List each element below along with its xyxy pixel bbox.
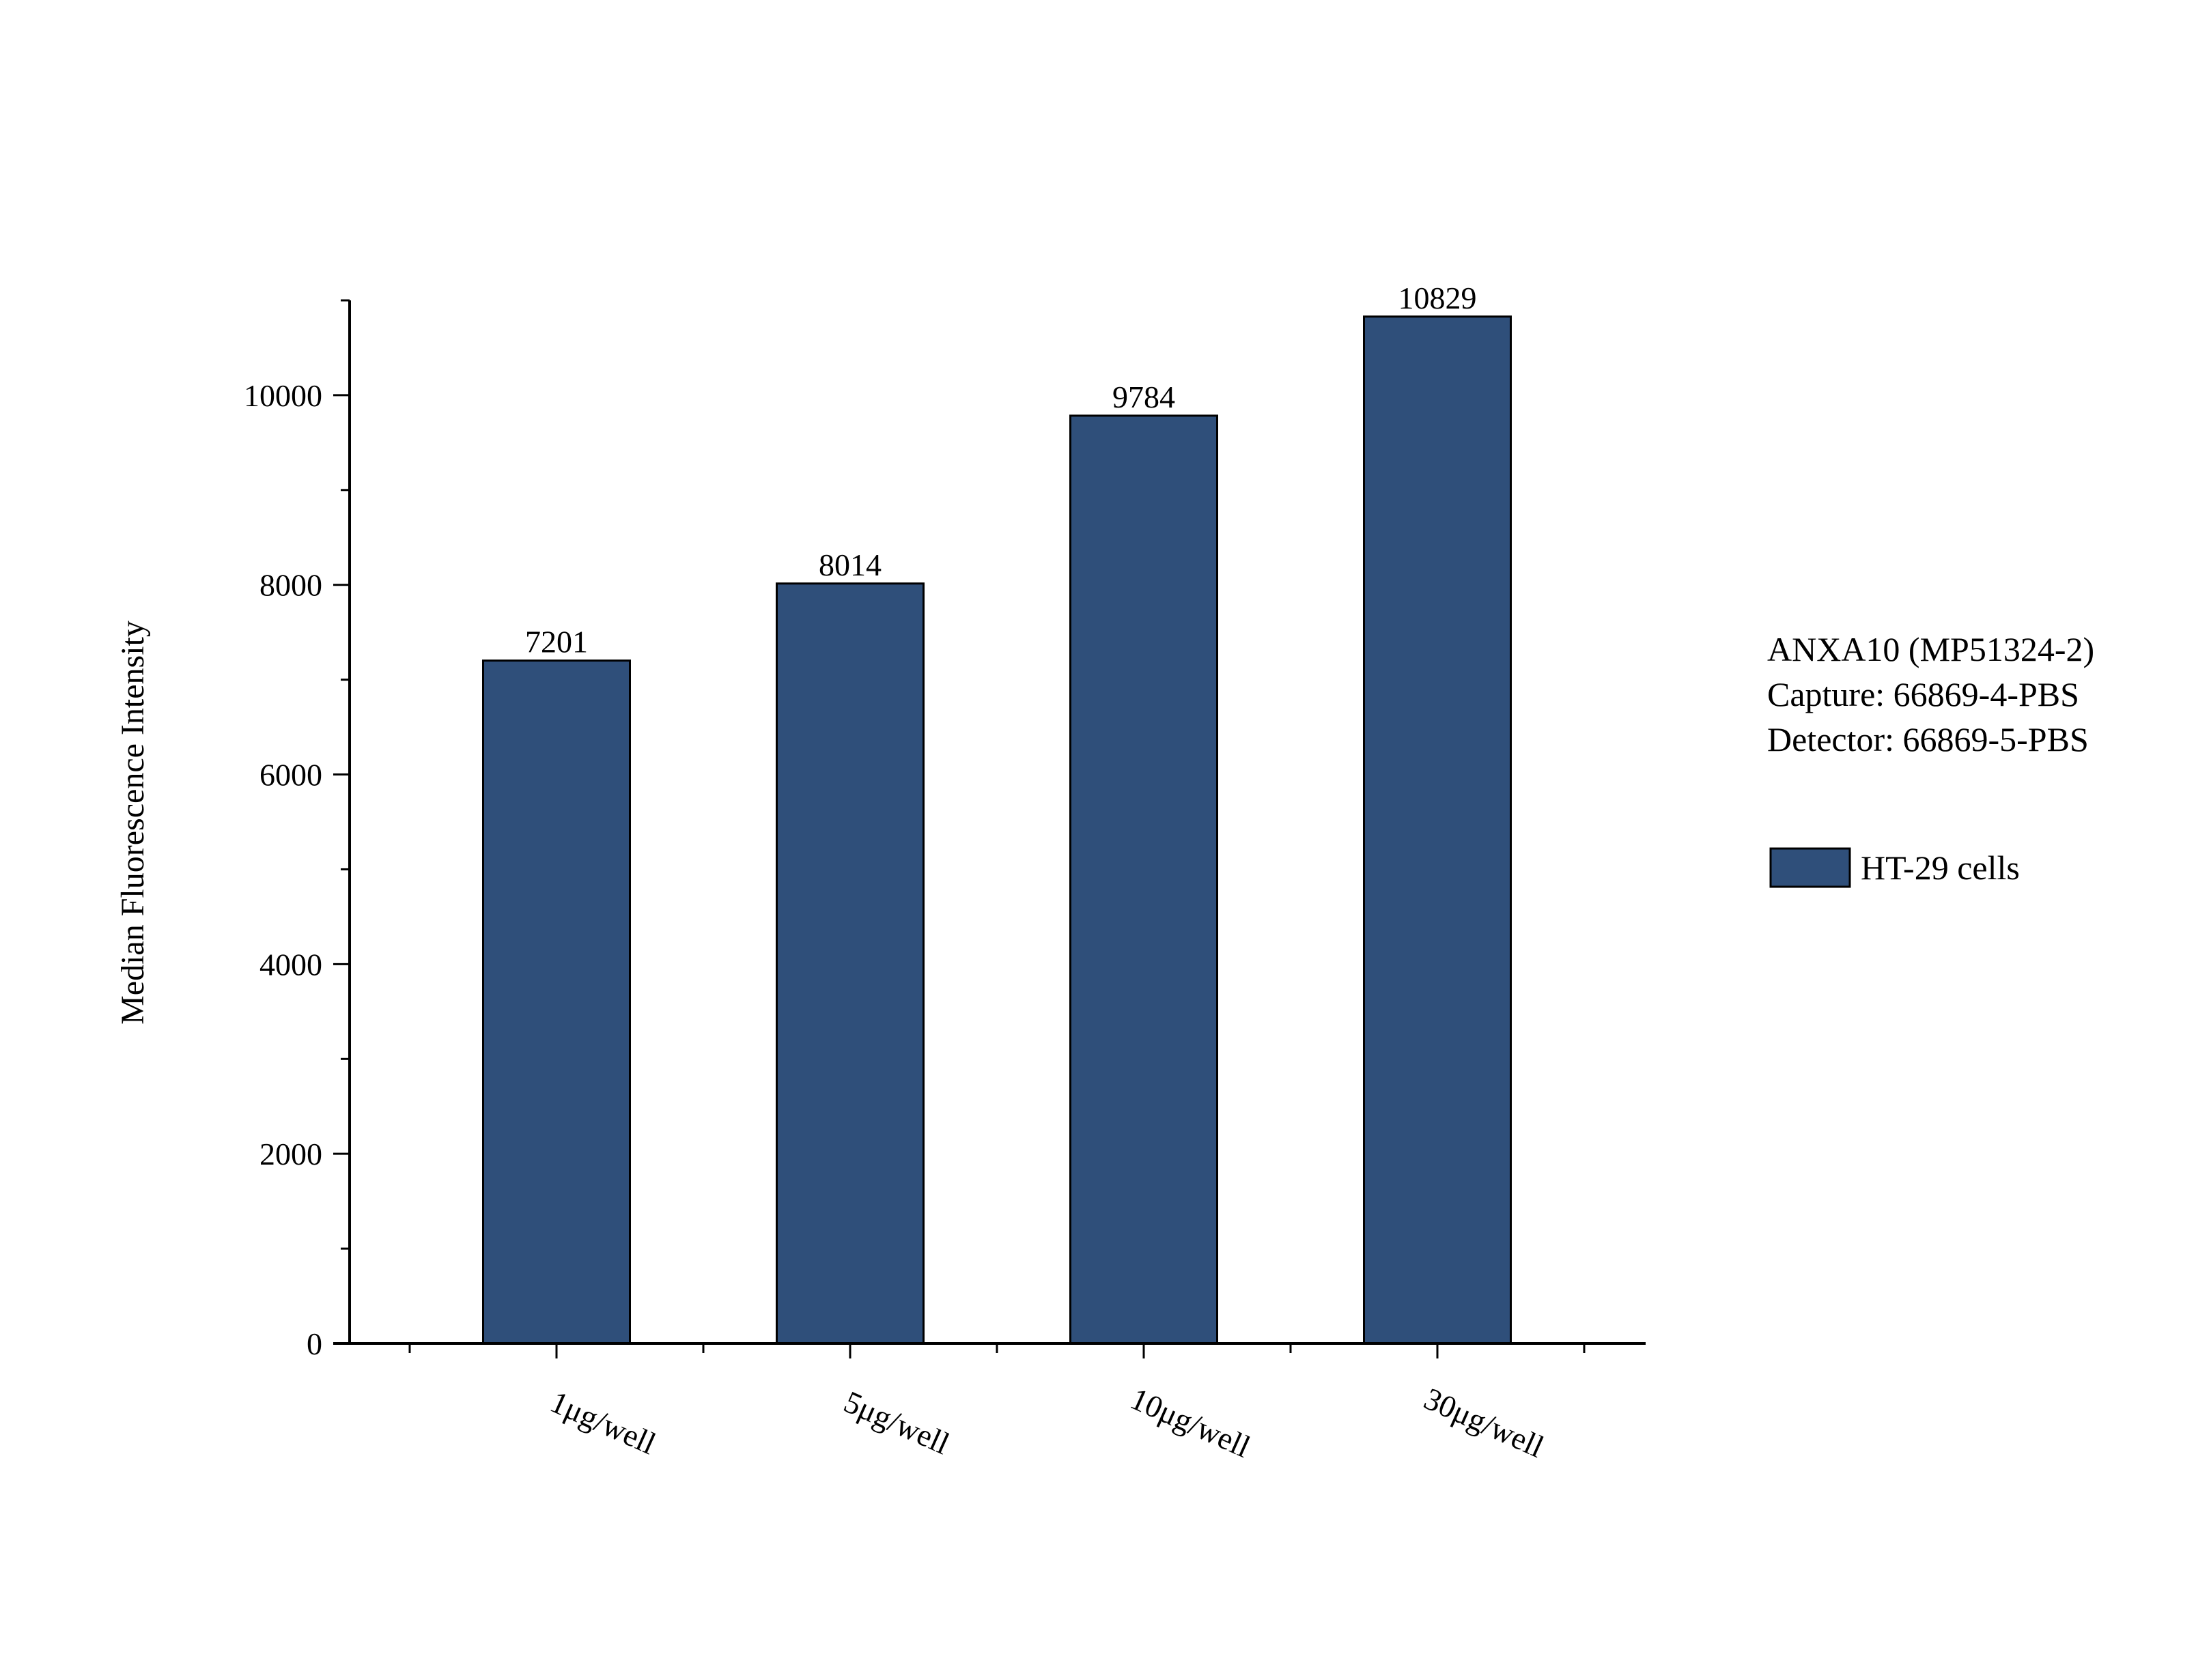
y-tick-label: 10000 (244, 378, 322, 413)
legend-swatch (1769, 847, 1851, 888)
bar (1363, 315, 1512, 1345)
y-tick-label: 6000 (259, 758, 322, 793)
legend: HT-29 cells (1769, 847, 2020, 888)
data-label: 7201 (525, 625, 588, 659)
x-tick-label: 10μg/well (1125, 1381, 1255, 1464)
x-tick-label: 30μg/well (1419, 1381, 1549, 1464)
annotation-line: ANXA10 (MP51324-2) (1767, 630, 2094, 668)
x-tick-label: 5μg/well (839, 1384, 955, 1461)
legend-label: HT-29 cells (1861, 849, 2020, 887)
data-label: 8014 (819, 547, 882, 582)
y-tick-label: 0 (307, 1326, 322, 1361)
axes-layer (333, 299, 1646, 1358)
bar (776, 582, 925, 1345)
data-label: 10829 (1398, 281, 1477, 315)
y-tick-label: 4000 (259, 947, 322, 982)
y-tick-label: 8000 (259, 568, 322, 603)
annotation-line: Detector: 66869-5-PBS (1767, 720, 2089, 758)
bars-layer (482, 315, 1512, 1345)
data-label: 9784 (1112, 380, 1175, 414)
bar (482, 659, 631, 1345)
y-axis-title: Median Fluorescence Intensity (115, 621, 151, 1025)
bar (1069, 414, 1218, 1345)
annotation-line: Capture: 66869-4-PBS (1767, 675, 2079, 713)
y-tick-label: 2000 (259, 1137, 322, 1171)
x-tick-label: 1μg/well (546, 1384, 661, 1461)
annotation-block: ANXA10 (MP51324-2) Capture: 66869-4-PBS … (1767, 630, 2094, 758)
